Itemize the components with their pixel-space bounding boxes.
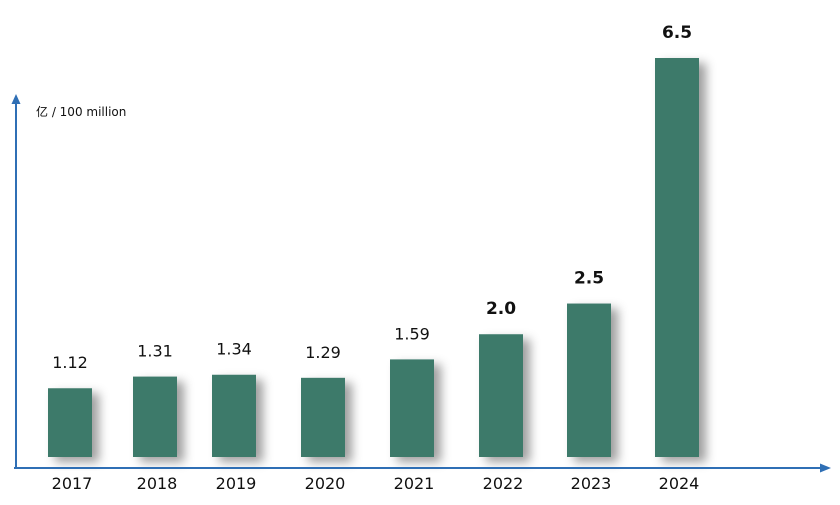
bar-2017 — [48, 388, 92, 457]
value-label-2023: 2.5 — [574, 269, 604, 289]
x-tick-label-2019: 2019 — [216, 474, 257, 493]
y-axis-label: 亿 / 100 million — [36, 104, 126, 119]
bar-2023 — [567, 303, 611, 457]
value-label-2019: 1.34 — [216, 340, 252, 359]
bar-2020 — [301, 377, 345, 457]
bar-2018 — [133, 376, 177, 457]
value-label-2021: 1.59 — [394, 324, 430, 343]
x-tick-label-2017: 2017 — [52, 474, 93, 493]
value-label-2024: 6.5 — [662, 23, 692, 43]
bar-2021 — [390, 359, 434, 457]
y-axis-arrow-icon — [11, 94, 21, 104]
x-tick-label-2021: 2021 — [394, 474, 435, 493]
x-tick-label-2018: 2018 — [137, 474, 178, 493]
value-label-2017: 1.12 — [52, 353, 88, 372]
x-axis-arrow-icon — [820, 463, 831, 473]
bar-2019 — [212, 374, 256, 457]
x-tick-label-2020: 2020 — [305, 474, 346, 493]
x-tick-label-2024: 2024 — [659, 474, 700, 493]
x-tick-label-2023: 2023 — [571, 474, 612, 493]
value-labels: 1.12 1.31 1.34 1.29 1.59 2.0 2.5 6.5 — [52, 23, 692, 372]
bar-2024 — [655, 58, 699, 457]
x-tick-labels: 2017 2018 2019 2020 2021 2022 2023 2024 — [52, 474, 700, 493]
value-label-2018: 1.31 — [137, 342, 173, 361]
value-label-2022: 2.0 — [486, 299, 516, 319]
x-tick-label-2022: 2022 — [483, 474, 524, 493]
bar-2022 — [479, 334, 523, 457]
bars — [48, 58, 699, 457]
value-label-2020: 1.29 — [305, 343, 341, 362]
